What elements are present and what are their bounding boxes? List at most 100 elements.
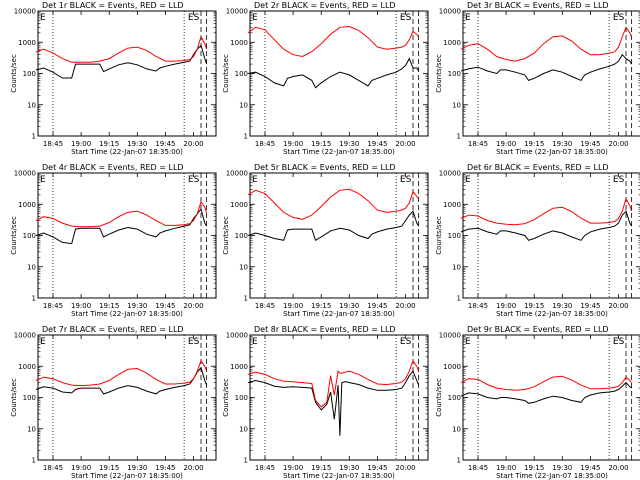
series-events-line: [35, 208, 208, 245]
y-tick-label: 100: [23, 232, 36, 240]
x-tick-label: 18:45: [43, 140, 63, 148]
x-tick-label: 19:15: [524, 302, 544, 310]
x-tick-label: 19:00: [71, 302, 91, 310]
y-axis-label: Counts/sec: [435, 216, 443, 255]
series-events-line: [35, 366, 208, 395]
y-tick-label: 1: [244, 457, 248, 465]
x-tick-label: 19:30: [552, 140, 572, 148]
series-lld-line: [35, 200, 208, 228]
plot-frame: [37, 172, 217, 299]
x-tick-label: 19:00: [283, 140, 303, 148]
x-tick-label: 20:00: [608, 464, 628, 472]
marker-es-label: ES: [188, 337, 200, 347]
x-tick-label: 19:15: [99, 140, 119, 148]
marker-e-label: E: [252, 13, 258, 23]
y-axis-label: Counts/sec: [435, 378, 443, 417]
y-tick-label: 1000: [443, 363, 461, 371]
x-tick-label: 19:45: [580, 302, 600, 310]
x-tick-label: 19:15: [99, 302, 119, 310]
series-events-line: [247, 370, 420, 436]
chart-title: Det 3r BLACK = Events, RED = LLD: [467, 1, 609, 10]
marker-e-label: E: [252, 175, 258, 185]
x-tick-label: 19:00: [496, 302, 516, 310]
x-axis-label: Start Time (22-Jan-07 18:35:00): [496, 472, 608, 480]
y-tick-label: 1000: [230, 201, 248, 209]
x-tick-label: 19:15: [311, 302, 331, 310]
x-tick-label: 19:45: [580, 140, 600, 148]
x-tick-label: 19:45: [580, 464, 600, 472]
x-tick-label: 19:45: [367, 464, 387, 472]
plot-frame: [249, 10, 429, 137]
x-tick-label: 19:30: [552, 464, 572, 472]
series-events-line: [247, 210, 420, 242]
marker-e-label: E: [465, 337, 471, 347]
marker-es-label: ES: [188, 13, 200, 23]
y-tick-label: 10000: [226, 170, 248, 178]
x-tick-label: 19:15: [311, 140, 331, 148]
x-tick-label: 19:30: [127, 140, 147, 148]
series-lld-line: [460, 375, 632, 391]
y-axis-label: Counts/sec: [222, 216, 230, 255]
series-lld-line: [247, 25, 419, 58]
y-tick-label: 10: [452, 263, 461, 271]
x-tick-label: 19:00: [71, 464, 91, 472]
y-tick-label: 10: [452, 101, 461, 109]
chart-panel-1: Det 1r BLACK = Events, RED = LLD 1 10 100 10…: [10, 1, 217, 156]
x-axis-label: Start Time (22-Jan-07 18:35:00): [283, 310, 395, 318]
x-axis-label: Start Time (22-Jan-07 18:35:00): [283, 148, 395, 156]
plot-frame: [462, 10, 640, 137]
y-tick-label: 10000: [14, 8, 36, 16]
chart-panel-7: Det 7r BLACK = Events, RED = LLD 1 10 100 10…: [10, 325, 217, 480]
y-tick-label: 10000: [14, 332, 36, 340]
x-axis-label: Start Time (22-Jan-07 18:35:00): [71, 472, 183, 480]
marker-es-label: ES: [613, 13, 625, 23]
series-events-line: [460, 210, 633, 241]
y-tick-label: 10000: [439, 332, 461, 340]
y-tick-label: 1000: [230, 39, 248, 47]
y-tick-label: 1000: [443, 201, 461, 209]
x-tick-label: 18:45: [255, 140, 275, 148]
series-lld-line: [460, 26, 633, 62]
y-tick-label: 10: [239, 425, 248, 433]
x-tick-label: 20:00: [183, 140, 203, 148]
series-lld-line: [35, 359, 208, 387]
x-tick-label: 18:45: [468, 302, 488, 310]
marker-e-label: E: [252, 337, 258, 347]
y-tick-label: 100: [448, 232, 461, 240]
x-tick-label: 18:45: [255, 302, 275, 310]
chart-panel-3: Det 3r BLACK = Events, RED = LLD 1 10 100 10…: [435, 1, 640, 156]
x-axis-label: Start Time (22-Jan-07 18:35:00): [283, 472, 395, 480]
y-tick-label: 1000: [18, 39, 36, 47]
y-tick-label: 1000: [443, 39, 461, 47]
y-tick-label: 10: [239, 101, 248, 109]
marker-es-label: ES: [400, 337, 412, 347]
x-tick-label: 20:00: [183, 464, 203, 472]
x-tick-label: 19:45: [155, 302, 175, 310]
chart-panel-2: Det 2r BLACK = Events, RED = LLD 1 10 100 10…: [222, 1, 429, 156]
y-tick-label: 10: [27, 101, 36, 109]
x-tick-label: 19:45: [155, 464, 175, 472]
plot-frame: [37, 334, 217, 461]
y-tick-label: 1000: [18, 363, 36, 371]
y-tick-label: 100: [23, 70, 36, 78]
chart-panel-9: Det 9r BLACK = Events, RED = LLD 1 10 100 10…: [435, 325, 640, 480]
series-events-line: [460, 381, 632, 404]
x-tick-label: 18:45: [468, 140, 488, 148]
x-tick-label: 20:00: [395, 140, 415, 148]
chart-panel-8: Det 8r BLACK = Events, RED = LLD 1 10 100 10…: [222, 325, 429, 480]
marker-e-label: E: [465, 13, 471, 23]
y-tick-label: 1: [32, 295, 36, 303]
x-axis-label: Start Time (22-Jan-07 18:35:00): [496, 310, 608, 318]
marker-e-label: E: [465, 175, 471, 185]
plot-frame: [462, 172, 640, 299]
chart-title: Det 7r BLACK = Events, RED = LLD: [42, 325, 184, 334]
x-tick-label: 19:30: [127, 464, 147, 472]
y-tick-label: 10: [27, 263, 36, 271]
chart-title: Det 8r BLACK = Events, RED = LLD: [254, 325, 396, 334]
y-tick-label: 100: [235, 394, 248, 402]
x-tick-label: 20:00: [395, 302, 415, 310]
y-tick-label: 10: [27, 425, 36, 433]
series-lld-line: [460, 197, 633, 226]
y-tick-label: 1: [457, 295, 461, 303]
